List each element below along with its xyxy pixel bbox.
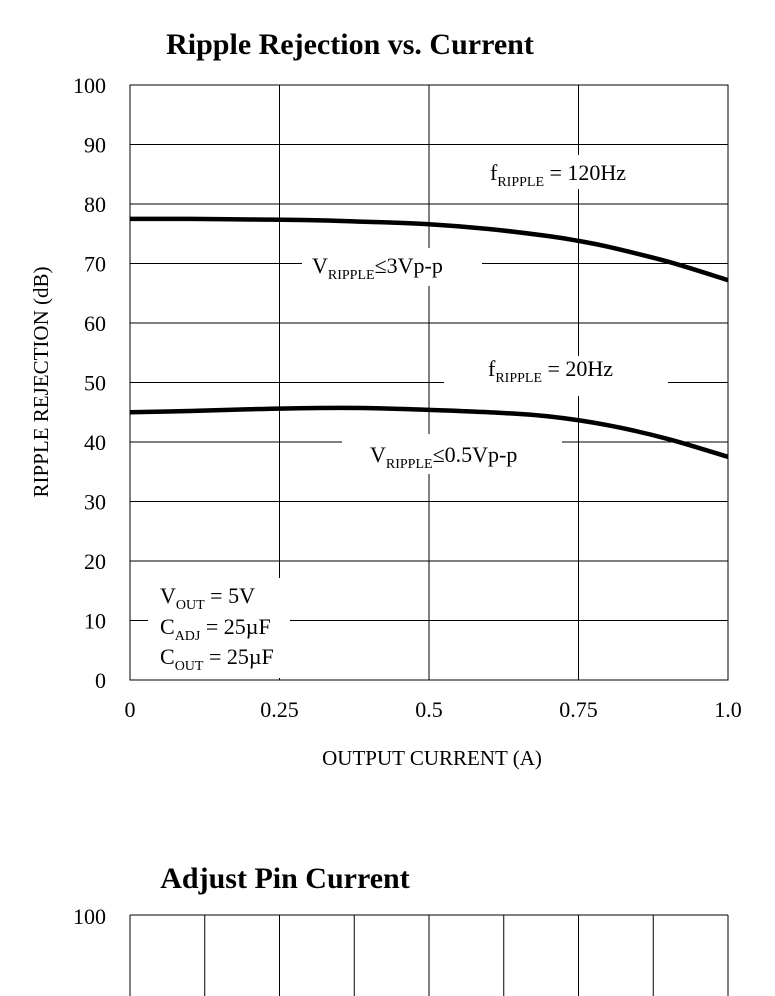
y-tick-label: 20 [84,549,106,574]
x-tick-labels: 0 0.25 0.5 0.75 1.0 [125,697,742,722]
condition-cadj: CADJ = 25µF [160,614,271,644]
x-tick-label: 0.75 [559,697,598,722]
annotation-subscript: RIPPLE [386,457,433,472]
annotation-value: = 20Hz [542,356,613,381]
condition-subscript: OUT [175,659,204,674]
annotation-subscript: RIPPLE [328,268,375,283]
annotation-backdrop [342,434,562,474]
y-tick-label: 60 [84,311,106,336]
y-tick-label: 50 [84,371,106,396]
x-tick-label: 0.25 [260,697,299,722]
annotation-vripple-05: VRIPPLE≤0.5Vp-p [370,442,517,472]
x-tick-label: 1.0 [714,697,742,722]
condition-value: = 25µF [203,644,273,669]
condition-subscript: OUT [176,598,205,613]
y-tick-label: 100 [73,904,106,929]
y-tick-labels: 0 10 20 30 40 50 60 70 80 90 100 [73,73,106,693]
adjust-pin-current-chart: Adjust Pin Current 100 [73,862,729,996]
annotation-backdrop [444,356,668,396]
condition-vout: VOUT = 5V [160,583,255,613]
y-axis-label: RIPPLE REJECTION (dB) [29,266,53,497]
y-tick-label: 40 [84,430,106,455]
ripple-rejection-chart: Ripple Rejection vs. Current 0 10 20 30 40 50… [29,28,742,770]
x-tick-label: 0 [125,697,136,722]
annotation-symbol: f [490,160,498,185]
annotation-value: = 120Hz [544,160,626,185]
annotation-symbol: V [370,442,386,467]
annotation-backdrop [302,248,482,286]
conditions-backdrop [148,578,290,678]
condition-symbol: V [160,583,176,608]
annotation-subscript: RIPPLE [495,371,542,386]
y-tick-label: 10 [84,609,106,634]
annotation-vripple-3: VRIPPLE≤3Vp-p [312,253,443,283]
series-line-1 [129,216,729,283]
annotation-symbol: f [488,356,496,381]
condition-symbol: C [160,614,175,639]
x-axis-label: OUTPUT CURRENT (A) [322,746,542,770]
series-line-2 [129,405,729,460]
annotation-subscript: RIPPLE [497,175,544,190]
annotation-value: ≤0.5Vp-p [433,442,518,467]
annotation-symbol: V [312,253,328,278]
y-tick-label: 90 [84,133,106,158]
y-tick-label: 30 [84,490,106,515]
y-tick-label: 70 [84,252,106,277]
chart-title: Adjust Pin Current [160,862,409,895]
annotation-freq-20: fRIPPLE = 20Hz [488,356,613,386]
condition-symbol: C [160,644,175,669]
curves [129,216,729,460]
chart-title: Ripple Rejection vs. Current [166,28,534,61]
condition-value: = 25µF [200,614,270,639]
annotation-backdrop [484,155,654,189]
condition-cout: COUT = 25µF [160,644,274,674]
y-tick-label: 80 [84,192,106,217]
grid [204,915,654,996]
condition-value: = 5V [205,583,255,608]
plot-frame [129,84,729,681]
annotation-value: ≤3Vp-p [375,253,443,278]
x-tick-label: 0.5 [415,697,443,722]
condition-subscript: ADJ [175,629,201,644]
y-tick-label: 100 [73,73,106,98]
annotation-freq-120: fRIPPLE = 120Hz [490,160,626,190]
y-tick-label: 0 [95,668,106,693]
